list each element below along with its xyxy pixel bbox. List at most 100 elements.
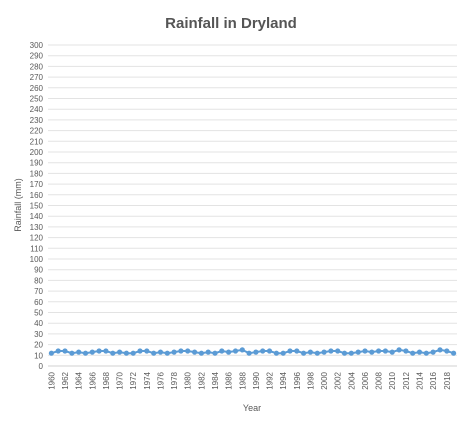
data-point <box>328 348 334 354</box>
y-tick-label: 170 <box>30 180 44 189</box>
data-point <box>301 350 307 356</box>
data-point <box>451 350 457 356</box>
x-tick-label: 1992 <box>266 371 275 389</box>
y-axis-label: Rainfall (mm) <box>13 178 23 232</box>
x-tick-label: 2006 <box>361 371 370 389</box>
data-point <box>314 350 320 356</box>
data-point <box>260 348 266 354</box>
x-tick-label: 1970 <box>116 371 125 389</box>
data-point <box>151 350 157 356</box>
data-point <box>273 350 279 356</box>
x-tick-label: 2008 <box>375 371 384 389</box>
x-axis-ticks: 1960 1962 1964 1966 1968 1970 1972 1974 1976 1978… <box>47 371 451 389</box>
data-point <box>130 350 136 356</box>
x-tick-label: 1968 <box>102 371 111 389</box>
y-tick-label: 270 <box>30 73 44 82</box>
y-tick-label: 130 <box>30 223 44 232</box>
data-point <box>266 348 273 354</box>
data-point <box>76 349 82 355</box>
x-tick-label: 2012 <box>402 371 411 389</box>
y-tick-label: 10 <box>34 351 43 360</box>
data-point <box>376 348 382 354</box>
data-point <box>287 348 293 354</box>
data-point <box>280 350 286 356</box>
data-point <box>123 350 129 356</box>
data-point <box>48 350 55 356</box>
x-tick-label: 2014 <box>416 371 425 389</box>
x-tick-label: 1988 <box>238 371 247 389</box>
data-point <box>239 347 245 353</box>
data-point <box>444 348 450 354</box>
data-point <box>69 350 75 356</box>
y-tick-label: 50 <box>34 309 43 318</box>
x-tick-label: 1960 <box>47 371 56 389</box>
data-point <box>396 347 402 353</box>
data-point <box>205 349 211 355</box>
x-tick-label: 2002 <box>334 371 343 389</box>
x-tick-label: 1978 <box>170 371 179 389</box>
data-point <box>403 348 409 354</box>
y-tick-label: 250 <box>30 95 44 104</box>
x-tick-label: 2018 <box>443 371 452 389</box>
data-point <box>144 348 150 354</box>
x-tick-label: 1996 <box>293 371 302 389</box>
x-tick-label: 1980 <box>184 371 193 389</box>
y-tick-label: 40 <box>34 319 43 328</box>
data-point <box>321 349 327 355</box>
x-tick-label: 1986 <box>225 371 234 389</box>
data-point <box>389 349 395 355</box>
x-tick-label: 2004 <box>347 371 356 389</box>
y-tick-label: 280 <box>30 62 44 71</box>
data-point <box>82 350 89 356</box>
y-tick-label: 60 <box>34 298 43 307</box>
x-tick-label: 2000 <box>320 371 329 389</box>
y-tick-label: 230 <box>30 116 44 125</box>
data-point <box>362 348 368 354</box>
data-point <box>198 350 204 356</box>
y-tick-label: 200 <box>30 148 44 157</box>
data-point <box>137 348 143 354</box>
y-tick-label: 220 <box>30 127 44 136</box>
y-tick-label: 150 <box>30 202 44 211</box>
series-rainfall <box>48 347 457 356</box>
data-point <box>437 347 443 353</box>
data-point <box>96 348 102 354</box>
y-tick-label: 210 <box>30 137 44 146</box>
y-tick-label: 70 <box>34 287 43 296</box>
y-tick-label: 80 <box>34 276 43 285</box>
data-point <box>307 349 313 355</box>
data-point <box>355 349 361 355</box>
x-tick-label: 1990 <box>252 371 261 389</box>
data-point <box>423 350 429 356</box>
data-point <box>171 349 177 355</box>
y-axis-ticks: 0102030405060708090100110120130140150160… <box>30 41 44 371</box>
y-tick-label: 160 <box>30 191 44 200</box>
data-point <box>117 349 123 355</box>
data-point <box>157 349 164 355</box>
y-tick-label: 260 <box>30 84 44 93</box>
y-tick-label: 100 <box>30 255 44 264</box>
data-point <box>178 348 184 354</box>
data-point <box>110 350 116 356</box>
x-tick-label: 1994 <box>279 371 288 389</box>
x-tick-label: 1982 <box>197 371 206 389</box>
data-point <box>185 348 191 354</box>
data-point <box>294 348 300 354</box>
data-point <box>89 349 95 355</box>
y-tick-label: 190 <box>30 159 44 168</box>
data-point <box>55 348 61 354</box>
data-point <box>335 348 341 354</box>
y-tick-label: 20 <box>34 341 43 350</box>
y-tick-label: 0 <box>39 362 44 371</box>
data-point <box>369 349 375 355</box>
data-point <box>416 349 423 355</box>
data-point <box>212 350 218 356</box>
data-point <box>164 350 170 356</box>
x-tick-label: 1974 <box>143 371 152 389</box>
y-tick-label: 290 <box>30 52 44 61</box>
data-point <box>219 348 225 354</box>
y-tick-label: 180 <box>30 169 44 178</box>
y-tick-label: 300 <box>30 41 44 50</box>
data-point <box>192 349 198 355</box>
